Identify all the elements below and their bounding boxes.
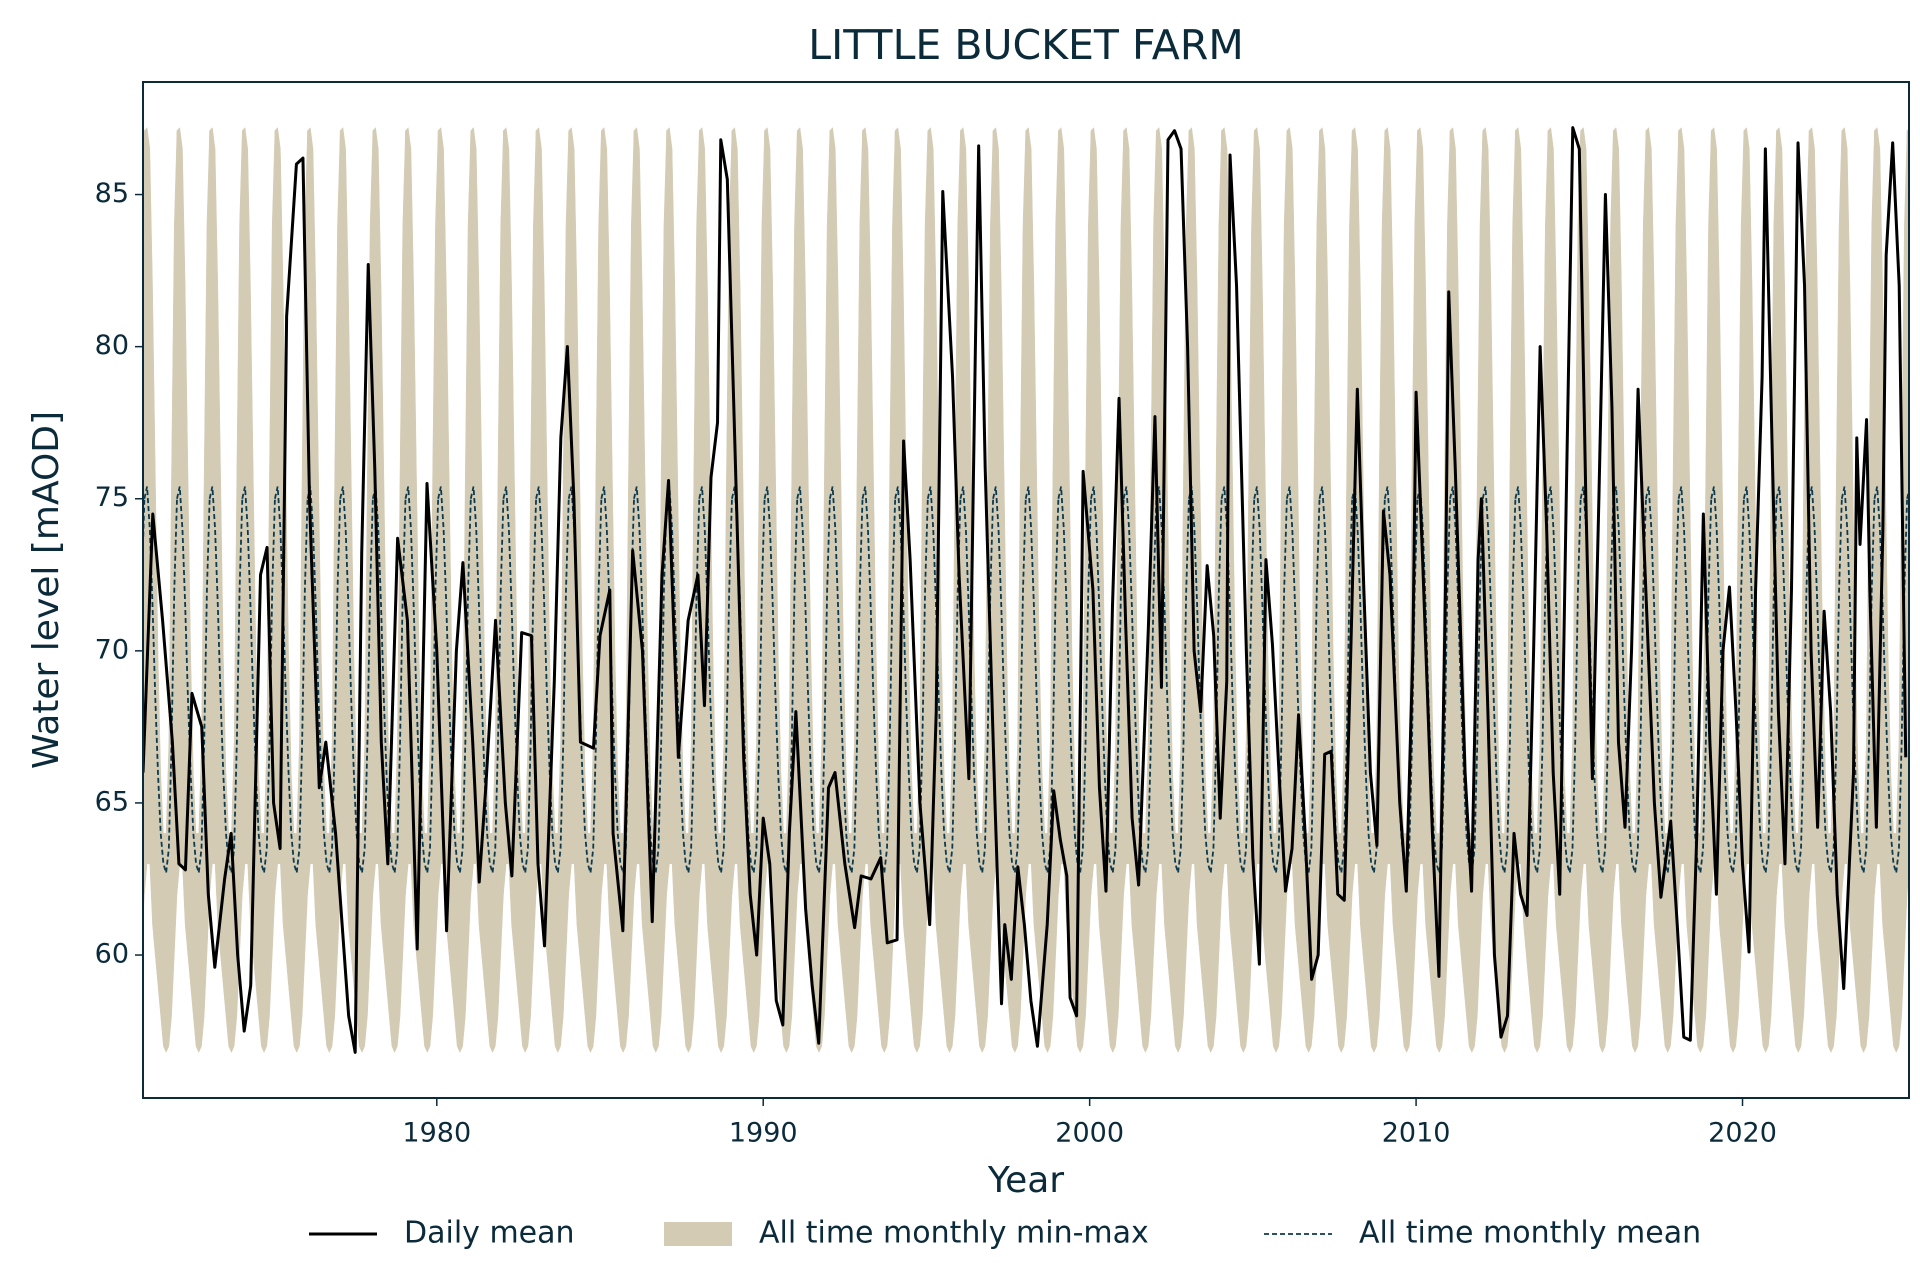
monthly-mean-line — [992, 486, 1027, 874]
monthly-mean-line — [502, 486, 537, 874]
minmax-band — [568, 127, 602, 1053]
monthly-mean-line — [1743, 486, 1778, 874]
y-axis-label: Water level [mAOD] — [26, 411, 67, 769]
legend-label: All time monthly min-max — [759, 1216, 1149, 1251]
y-tick-label: 60 — [95, 939, 129, 970]
monthly-mean-line — [176, 486, 211, 874]
monthly-mean-line — [306, 486, 342, 874]
minmax-band — [1808, 127, 1843, 1053]
y-tick-label: 80 — [95, 330, 129, 361]
minmax-band — [1090, 127, 1124, 1053]
legend-label: All time monthly mean — [1359, 1216, 1701, 1251]
y-tick-label: 70 — [95, 634, 129, 665]
minmax-band — [1319, 127, 1353, 1053]
monthly-mean-line — [1547, 486, 1582, 874]
monthly-mean-line — [633, 486, 668, 874]
minmax-band — [1123, 127, 1157, 1053]
monthly-mean-line — [894, 486, 929, 874]
monthly-mean-line — [828, 486, 864, 874]
monthly-mean-line — [1155, 486, 1190, 874]
y-tick-label: 65 — [95, 786, 129, 817]
monthly-mean-line — [437, 486, 472, 874]
monthly-mean-line — [371, 486, 407, 874]
monthly-mean-line — [698, 486, 733, 874]
x-tick-label: 1990 — [729, 1118, 798, 1149]
monthly-mean-line — [1840, 486, 1876, 874]
monthly-mean-line — [1285, 486, 1321, 874]
monthly-mean-line — [1090, 486, 1125, 874]
minmax-band — [209, 127, 243, 1053]
monthly-mean-line — [1808, 486, 1843, 874]
monthly-mean-line — [1873, 486, 1908, 874]
monthly-mean-line — [274, 486, 309, 874]
minmax-band — [699, 127, 733, 1053]
monthly-mean-line — [1775, 486, 1811, 874]
x-tick-label: 2020 — [1708, 1118, 1777, 1149]
monthly-mean-line — [339, 486, 374, 874]
monthly-mean-line — [567, 486, 603, 874]
monthly-mean-line — [1481, 486, 1517, 874]
minmax-band — [176, 127, 210, 1053]
legend-swatch — [664, 1222, 732, 1246]
monthly-mean-line — [535, 486, 570, 874]
x-tick-label: 1980 — [402, 1118, 471, 1149]
minmax-band — [1710, 127, 1745, 1053]
minmax-band — [1286, 127, 1320, 1053]
y-tick-label: 85 — [95, 178, 129, 209]
monthly-mean-line — [1383, 486, 1419, 874]
daily-mean-line — [143, 126, 1908, 1054]
y-tick-label: 75 — [95, 482, 129, 513]
monthly-mean-line — [241, 486, 276, 874]
minmax-band — [927, 127, 961, 1053]
monthly-mean-line — [1057, 486, 1092, 874]
monthly-mean-line — [1579, 486, 1615, 874]
monthly-mean-line — [1612, 486, 1647, 874]
monthly-mean-line — [665, 486, 701, 874]
chart-title: LITTLE BUCKET FARM — [808, 21, 1243, 69]
minmax-band — [470, 127, 504, 1053]
minmax-band — [503, 127, 537, 1053]
minmax-band — [601, 127, 635, 1053]
minmax-band — [1515, 127, 1549, 1053]
monthly-mean-line — [1645, 486, 1680, 874]
monthly-mean-line — [959, 486, 994, 874]
monthly-mean-line — [1514, 486, 1549, 874]
monthly-mean-line — [469, 486, 505, 874]
monthly-mean-line — [1677, 486, 1713, 874]
minmax-band — [1025, 127, 1059, 1053]
minmax-band — [1645, 127, 1679, 1053]
x-tick-label: 2010 — [1382, 1118, 1451, 1149]
x-tick-label: 2000 — [1055, 1118, 1124, 1149]
monthly-mean-line — [1122, 486, 1158, 874]
monthly-mean-line — [731, 486, 766, 874]
monthly-mean-line — [1416, 486, 1451, 874]
monthly-mean-line — [1024, 486, 1060, 874]
plot-frame — [142, 81, 1910, 1099]
minmax-band — [862, 127, 896, 1053]
minmax-band — [242, 127, 276, 1053]
x-axis-label: Year — [987, 1160, 1064, 1201]
minmax-band — [1351, 127, 1386, 1053]
minmax-band — [1613, 127, 1647, 1053]
monthly-mean-line — [796, 486, 831, 874]
monthly-mean-line — [208, 486, 244, 874]
monthly-mean-line — [1318, 486, 1354, 874]
monthly-mean-line — [861, 486, 897, 874]
monthly-mean-line — [926, 486, 962, 874]
legend-label: Daily mean — [404, 1216, 575, 1251]
monthly-mean-line — [404, 486, 440, 874]
minmax-band — [764, 127, 798, 1053]
monthly-mean-line — [763, 486, 799, 874]
monthly-mean-line — [1253, 486, 1288, 874]
minmax-band — [143, 130, 145, 931]
monthly-mean-line — [1449, 486, 1484, 874]
plot-area — [143, 126, 1909, 1054]
minmax-band — [1058, 127, 1092, 1053]
